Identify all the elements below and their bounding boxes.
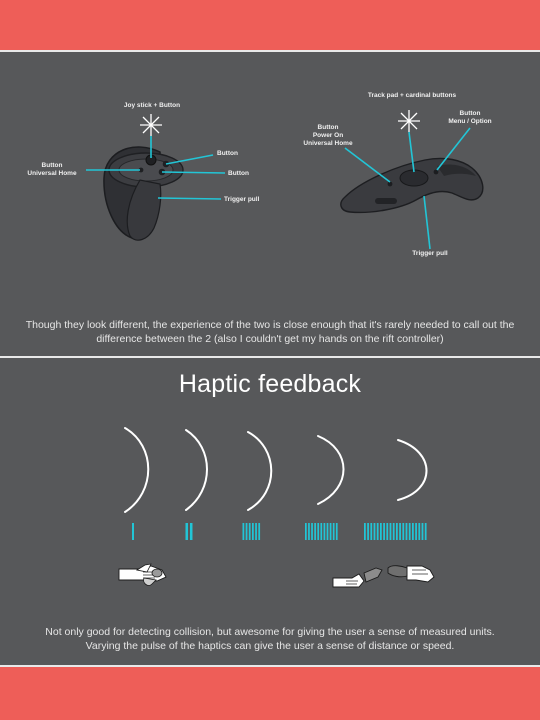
left-trigger-label: Trigger pull — [224, 196, 260, 203]
right-trackpad — [399, 169, 429, 187]
bottom-band — [0, 667, 540, 720]
haptic-curves — [124, 427, 428, 513]
joystick-label: Joy stick + Button — [123, 102, 181, 109]
left-controller — [86, 114, 226, 241]
right-power-button — [387, 181, 393, 187]
pulse-bar — [412, 523, 414, 540]
pulse-bar — [332, 523, 335, 540]
pulse-bar — [392, 523, 395, 540]
haptic-caption-line1: Not only good for detecting collision, b… — [45, 626, 495, 638]
hand-controller-right-icon — [332, 565, 435, 588]
pulse-bar — [405, 523, 408, 540]
power-label: Button Power On Universal Home — [303, 124, 353, 147]
left-controller-handle — [126, 179, 162, 241]
pulse-bar — [255, 523, 257, 540]
top-divider — [0, 50, 540, 52]
pulse-bar — [326, 523, 329, 540]
pulse-bar — [185, 523, 188, 540]
pulse-bar — [335, 523, 338, 540]
right-trigger — [375, 198, 397, 204]
menu-label: Button Menu / Option — [448, 110, 492, 125]
pulse-bar — [402, 523, 405, 540]
middle-divider — [0, 356, 540, 358]
right-controller — [340, 110, 484, 250]
pulse-bar — [386, 523, 389, 540]
haptic-curve-5 — [397, 439, 428, 501]
joystick-star-icon — [140, 114, 162, 136]
trackpad-star-icon — [398, 110, 420, 132]
left-button-lower-label: Button — [228, 170, 249, 177]
pulse-bar — [415, 523, 417, 540]
haptic-title: Haptic feedback — [178, 370, 362, 398]
haptic-curve-1 — [124, 427, 150, 513]
pulse-bars — [132, 523, 427, 540]
right-trigger-label: Trigger pull — [412, 250, 448, 257]
pulse-bar — [421, 523, 424, 540]
pulse-bar — [383, 523, 385, 540]
right-menu-button — [433, 169, 439, 175]
top-band — [0, 0, 540, 50]
pulse-bar — [190, 523, 193, 540]
pulse-bar — [305, 523, 307, 540]
haptic-curve-3 — [247, 431, 273, 511]
pulse-bar — [248, 523, 251, 540]
pulse-bar — [314, 523, 316, 540]
pulse-bar — [252, 523, 254, 540]
pulse-bar — [311, 523, 313, 540]
pulse-bar — [317, 523, 320, 540]
controllers-caption: Though they look different, the experien… — [25, 319, 515, 345]
left-home-button — [138, 167, 144, 173]
pulse-bar — [364, 523, 366, 540]
pulse-bar — [396, 523, 398, 540]
pulse-bar — [245, 523, 248, 540]
left-home-label: Button Universal Home — [27, 162, 77, 177]
pulse-bar — [408, 523, 411, 540]
pulse-bar — [367, 523, 369, 540]
pulse-bar — [258, 523, 261, 540]
pulse-bar — [399, 523, 401, 540]
haptic-curve-2 — [185, 429, 208, 511]
pulse-bar — [329, 523, 332, 540]
pulse-bar — [424, 523, 427, 540]
haptic-curve-4 — [317, 435, 345, 505]
pulse-bar — [380, 523, 382, 540]
pulse-bar — [242, 523, 245, 540]
pulse-bar — [132, 523, 134, 540]
pulse-bar — [418, 523, 421, 540]
trackpad-label: Track pad + cardinal buttons — [367, 92, 457, 99]
pulse-bar — [389, 523, 392, 540]
left-button-upper-label: Button — [217, 150, 238, 157]
pulse-bar — [373, 523, 376, 540]
hand-controller-left-icon — [118, 563, 167, 586]
pulse-bar — [370, 523, 373, 540]
pulse-bar — [308, 523, 310, 540]
bottom-divider — [0, 665, 540, 667]
pulse-bar — [376, 523, 379, 540]
pulse-bar — [320, 523, 323, 540]
haptic-caption-line2: Varying the pulse of the haptics can giv… — [85, 640, 455, 652]
pulse-bar — [323, 523, 326, 540]
